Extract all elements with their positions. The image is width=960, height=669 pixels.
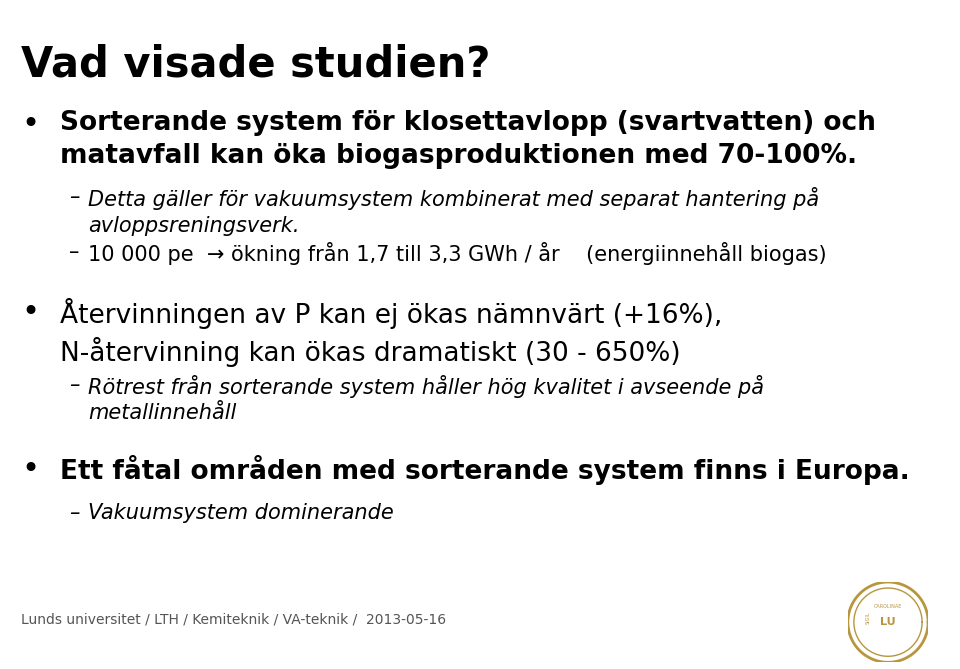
- Text: •: •: [21, 298, 39, 326]
- Text: •: •: [21, 110, 39, 139]
- Text: SIGIL: SIGIL: [865, 612, 871, 624]
- Text: Detta gäller för vakuumsystem kombinerat med separat hantering på
avloppsrenings: Detta gäller för vakuumsystem kombinerat…: [88, 187, 820, 236]
- Text: Vad visade studien?: Vad visade studien?: [21, 43, 491, 86]
- Text: –: –: [69, 503, 80, 523]
- Text: •: •: [21, 455, 39, 484]
- Text: Ett fåtal områden med sorterande system finns i Europa.: Ett fåtal områden med sorterande system …: [60, 455, 909, 485]
- Text: Återvinningen av P kan ej ökas nämnvärt (+16%),
N-återvinning kan ökas dramatisk: Återvinningen av P kan ej ökas nämnvärt …: [60, 298, 722, 367]
- Text: 10 000 pe  → ökning från 1,7 till 3,3 GWh / år    (energiinnehåll biogas): 10 000 pe → ökning från 1,7 till 3,3 GWh…: [88, 242, 827, 265]
- Text: Rötrest från sorterande system håller hög kvalitet i avseende på
metallinnehåll: Rötrest från sorterande system håller hö…: [88, 375, 764, 423]
- Text: –: –: [69, 187, 80, 207]
- Text: Lunds universitet / LTH / Kemiteknik / VA-teknik /  2013-05-16: Lunds universitet / LTH / Kemiteknik / V…: [21, 612, 446, 626]
- Text: LU: LU: [880, 617, 896, 627]
- Text: Sorterande system för klosettavlopp (svartvatten) och
matavfall kan öka biogaspr: Sorterande system för klosettavlopp (sva…: [60, 110, 876, 169]
- Text: –: –: [69, 375, 80, 395]
- Text: Vakuumsystem dominerande: Vakuumsystem dominerande: [88, 503, 394, 523]
- Text: CAROLINAE: CAROLINAE: [874, 603, 902, 609]
- Text: –: –: [69, 242, 80, 262]
